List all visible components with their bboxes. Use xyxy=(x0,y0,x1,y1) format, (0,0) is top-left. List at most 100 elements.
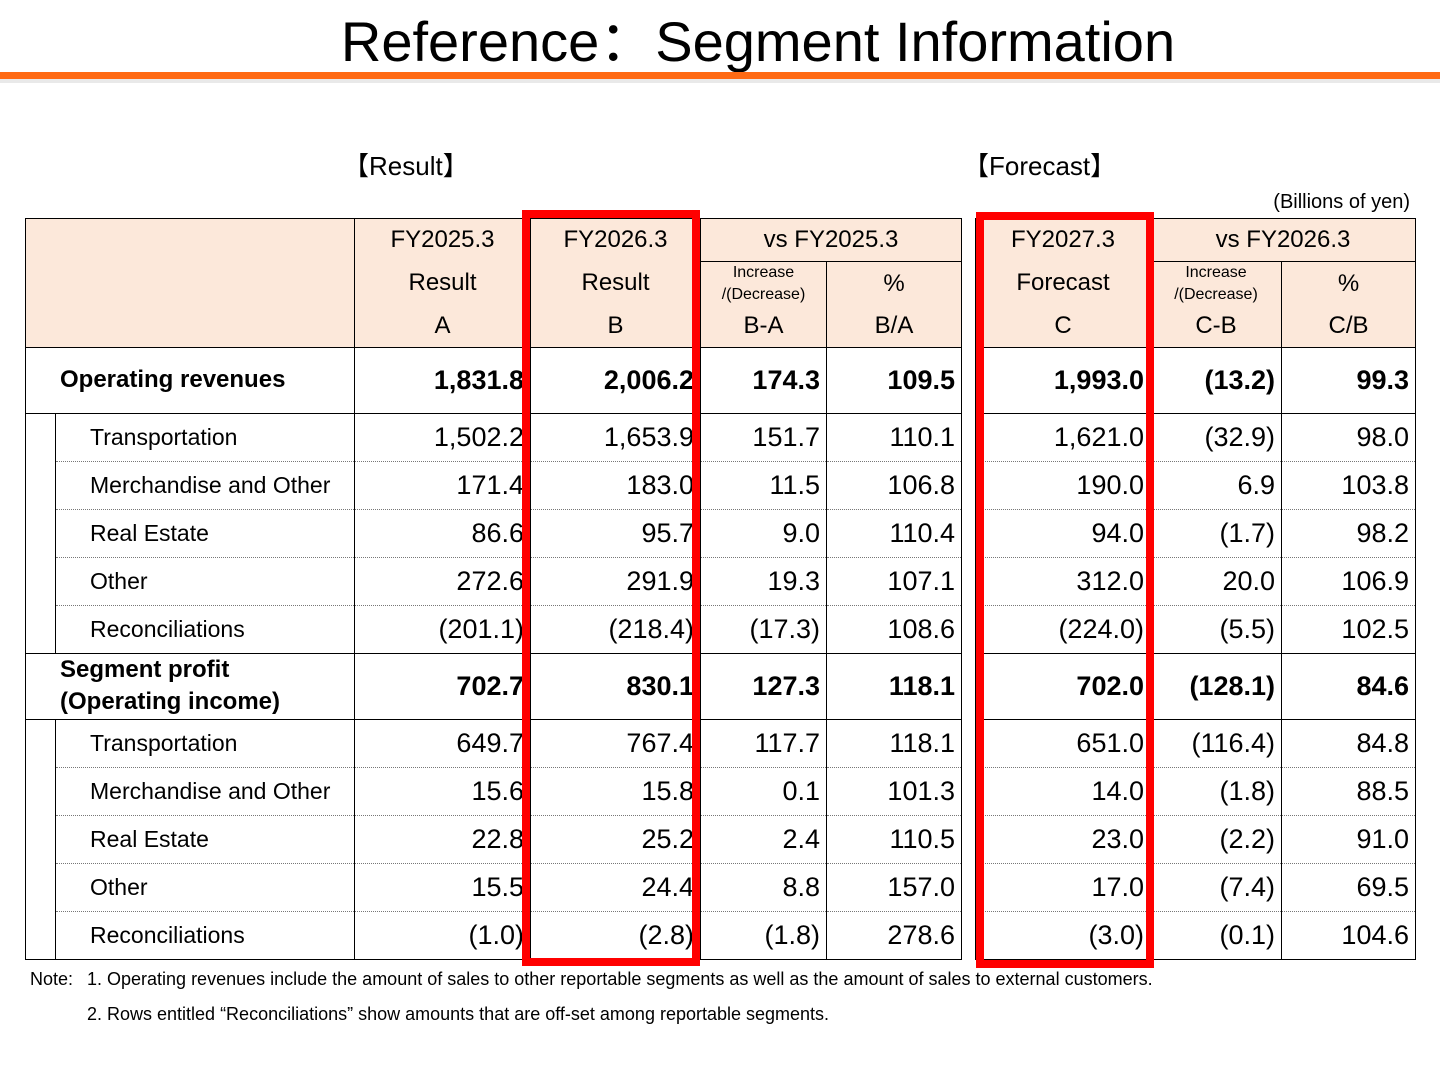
cell-b: 24.4 xyxy=(530,863,701,912)
note-2: 2. Rows entitled “Reconciliations” show … xyxy=(87,1004,830,1024)
cell-cb: (7.4) xyxy=(1150,863,1282,912)
table-row: 312.0 20.0 106.9 xyxy=(975,557,1416,606)
cell-cb: (116.4) xyxy=(1150,719,1282,768)
col-b-year: FY2026.3 xyxy=(530,218,701,261)
col-cb-label: Increase /(Decrease) xyxy=(1150,261,1282,306)
cell-ba: 127.3 xyxy=(700,652,827,720)
cell-cb: (1.7) xyxy=(1150,509,1282,558)
cell-ba: (17.3) xyxy=(700,605,827,654)
cell-a: 15.6 xyxy=(354,767,531,816)
row-label: Reconciliations xyxy=(55,605,355,654)
cell-ba: 11.5 xyxy=(700,461,827,510)
cell-a: 702.7 xyxy=(354,652,531,720)
page-title: Reference：Segment Information xyxy=(340,10,1176,73)
cell-cpb: 103.8 xyxy=(1281,461,1416,510)
table-row-total: 1,993.0 (13.2) 99.3 xyxy=(975,346,1416,414)
cell-a: 272.6 xyxy=(354,557,531,606)
cell-bpa: 118.1 xyxy=(826,652,962,720)
row-label: Operating revenues xyxy=(25,346,355,414)
notes: Note: 1. Operating revenues include the … xyxy=(30,966,1153,1027)
col-a-code: A xyxy=(354,305,531,348)
row-indent xyxy=(25,509,56,557)
cell-ba: 174.3 xyxy=(700,346,827,414)
row-label: Merchandise and Other xyxy=(55,767,355,816)
cell-cb: (13.2) xyxy=(1150,346,1282,414)
table-row: 190.0 6.9 103.8 xyxy=(975,461,1416,510)
col-b-type: Result xyxy=(530,261,701,306)
cell-b: 15.8 xyxy=(530,767,701,816)
cell-a: 649.7 xyxy=(354,719,531,768)
row-indent xyxy=(25,605,56,654)
note-1: 1. Operating revenues include the amount… xyxy=(87,969,1153,989)
cell-bpa: 108.6 xyxy=(826,605,962,654)
cell-c: 651.0 xyxy=(975,719,1151,768)
cell-bpa: 110.5 xyxy=(826,815,962,864)
cell-ba: (1.8) xyxy=(700,911,827,960)
table-row: 14.0 (1.8) 88.5 xyxy=(975,767,1416,816)
cell-b: 1,653.9 xyxy=(530,413,701,462)
cell-cb: (5.5) xyxy=(1150,605,1282,654)
cell-a: 15.5 xyxy=(354,863,531,912)
row-label: Segment profit (Operating income) xyxy=(25,652,355,720)
cell-bpa: 110.4 xyxy=(826,509,962,558)
cell-bpa: 107.1 xyxy=(826,557,962,606)
forecast-table: FY2027.3 vs FY2026.3 Forecast Increase /… xyxy=(975,218,1416,960)
cell-c: 1,621.0 xyxy=(975,413,1151,462)
row-label: Merchandise and Other xyxy=(55,461,355,510)
cell-a: 22.8 xyxy=(354,815,531,864)
row-label: Other xyxy=(55,557,355,606)
col-bpa-label: % xyxy=(826,261,962,306)
col-c-year: FY2027.3 xyxy=(975,218,1151,261)
cell-a: 1,502.2 xyxy=(354,413,531,462)
cell-bpa: 109.5 xyxy=(826,346,962,414)
table-row-total: Operating revenues 1,831.8 2,006.2 174.3 109… xyxy=(25,346,962,414)
col-ba-label: Increase /(Decrease) xyxy=(700,261,827,306)
row-indent xyxy=(25,461,56,509)
row-label: Reconciliations xyxy=(55,911,355,960)
col-bpa-code: B/A xyxy=(826,305,962,348)
table-row: Real Estate 86.6 95.7 9.0 110.4 xyxy=(25,509,962,558)
cell-cpb: 88.5 xyxy=(1281,767,1416,816)
col-c-type: Forecast xyxy=(975,261,1151,306)
cell-c: 94.0 xyxy=(975,509,1151,558)
cell-b: 25.2 xyxy=(530,815,701,864)
table-row: 1,621.0 (32.9) 98.0 xyxy=(975,413,1416,462)
cell-a: 171.4 xyxy=(354,461,531,510)
cell-cb: 20.0 xyxy=(1150,557,1282,606)
cell-a: 86.6 xyxy=(354,509,531,558)
section-label-result: 【Result】 xyxy=(343,151,469,181)
cell-bpa: 278.6 xyxy=(826,911,962,960)
cell-b: 830.1 xyxy=(530,652,701,720)
col-a-year: FY2025.3 xyxy=(354,218,531,261)
cell-c: 190.0 xyxy=(975,461,1151,510)
table-row: Reconciliations (201.1) (218.4) (17.3) 108.6 xyxy=(25,605,962,654)
cell-cb: 6.9 xyxy=(1150,461,1282,510)
cell-cpb: 98.2 xyxy=(1281,509,1416,558)
row-indent xyxy=(25,815,56,863)
table-row: 17.0 (7.4) 69.5 xyxy=(975,863,1416,912)
vs-fy2026-header: vs FY2026.3 xyxy=(1150,218,1416,262)
table-row: Merchandise and Other 15.6 15.8 0.1 101.3 xyxy=(25,767,962,816)
highlight-fy2026-result xyxy=(522,210,700,966)
row-label: Transportation xyxy=(55,719,355,768)
row-label: Real Estate xyxy=(55,815,355,864)
cell-cb: (2.2) xyxy=(1150,815,1282,864)
cell-a: 1,831.8 xyxy=(354,346,531,414)
table-row: Merchandise and Other 171.4 183.0 11.5 106.8 xyxy=(25,461,962,510)
cell-c: 312.0 xyxy=(975,557,1151,606)
cell-b: 767.4 xyxy=(530,719,701,768)
col-ba-code: B-A xyxy=(700,305,827,348)
cell-cpb: 102.5 xyxy=(1281,605,1416,654)
notes-heading: Note: xyxy=(30,969,74,989)
table-row: Other 272.6 291.9 19.3 107.1 xyxy=(25,557,962,606)
row-indent xyxy=(25,719,56,767)
cell-bpa: 118.1 xyxy=(826,719,962,768)
table-row: 94.0 (1.7) 98.2 xyxy=(975,509,1416,558)
row-label: Other xyxy=(55,863,355,912)
cell-cb: (1.8) xyxy=(1150,767,1282,816)
row-indent xyxy=(25,557,56,605)
table-row-total: Segment profit (Operating income) 702.7 83… xyxy=(25,652,962,720)
cell-b: (2.8) xyxy=(530,911,701,960)
col-c-code: C xyxy=(975,305,1151,348)
cell-cpb: 106.9 xyxy=(1281,557,1416,606)
